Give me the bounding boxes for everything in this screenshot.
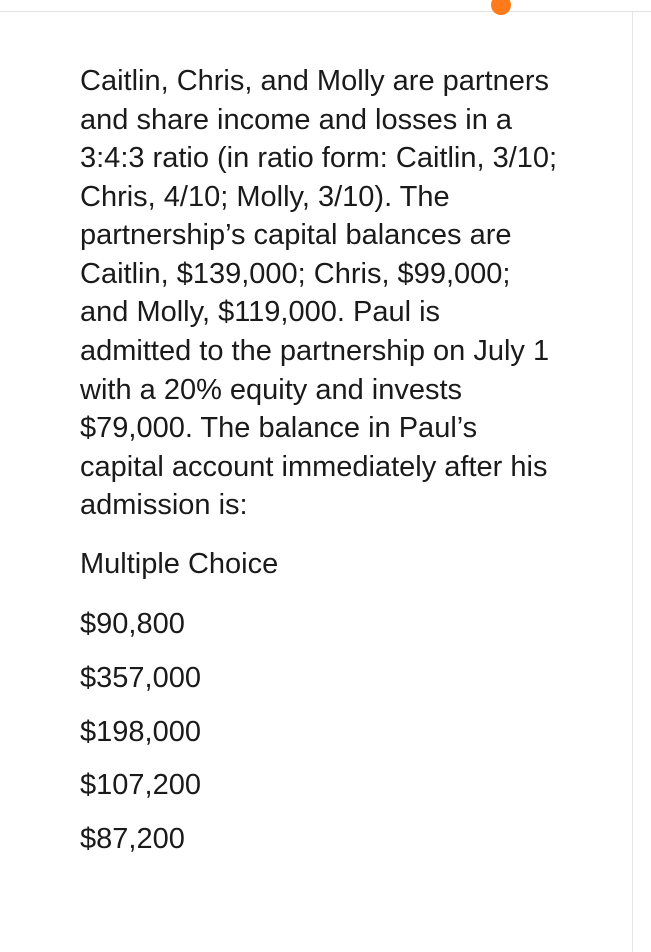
question-page: Caitlin, Chris, and Molly are partners a… [0,12,633,952]
choice-option[interactable]: $90,800 [80,598,558,652]
choice-list: $90,800 $357,000 $198,000 $107,200 $87,2… [80,598,558,866]
top-border [0,0,651,12]
choice-option[interactable]: $87,200 [80,813,558,867]
question-text: Caitlin, Chris, and Molly are partners a… [80,62,558,525]
choice-option[interactable]: $107,200 [80,759,558,813]
multiple-choice-label: Multiple Choice [80,543,558,587]
choice-option[interactable]: $357,000 [80,652,558,706]
choice-option[interactable]: $198,000 [80,706,558,760]
